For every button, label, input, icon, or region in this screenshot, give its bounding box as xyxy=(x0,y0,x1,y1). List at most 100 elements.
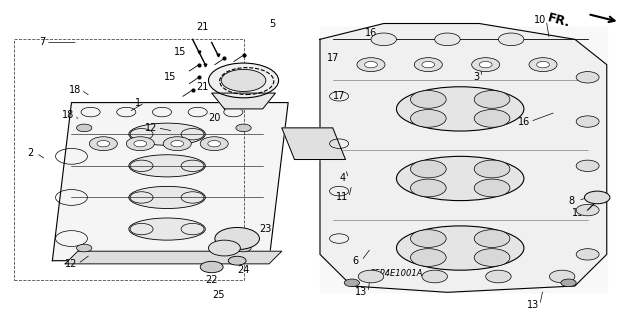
Ellipse shape xyxy=(129,218,205,240)
Circle shape xyxy=(410,109,446,127)
Circle shape xyxy=(410,179,446,197)
Circle shape xyxy=(576,116,599,127)
Circle shape xyxy=(576,204,599,216)
Text: 25: 25 xyxy=(212,291,224,300)
Circle shape xyxy=(472,58,500,71)
Circle shape xyxy=(410,230,446,248)
Circle shape xyxy=(163,137,191,151)
Circle shape xyxy=(499,33,524,46)
Circle shape xyxy=(77,124,92,132)
Circle shape xyxy=(200,137,228,151)
Circle shape xyxy=(134,141,147,147)
Text: 13: 13 xyxy=(355,287,367,297)
Text: 7: 7 xyxy=(40,38,46,48)
Text: 6: 6 xyxy=(352,256,358,266)
Text: 23: 23 xyxy=(260,224,272,234)
Text: 12: 12 xyxy=(65,259,77,269)
Text: 2: 2 xyxy=(27,148,33,158)
Circle shape xyxy=(435,33,460,46)
Circle shape xyxy=(97,141,109,147)
Polygon shape xyxy=(65,251,282,264)
Text: 19: 19 xyxy=(572,208,584,218)
Polygon shape xyxy=(52,103,288,261)
Circle shape xyxy=(474,160,510,178)
Text: 20: 20 xyxy=(209,113,221,123)
Circle shape xyxy=(576,249,599,260)
Circle shape xyxy=(371,33,396,46)
Text: 22: 22 xyxy=(205,275,218,285)
Polygon shape xyxy=(320,27,607,292)
Circle shape xyxy=(529,58,557,71)
Circle shape xyxy=(410,249,446,266)
Text: 17: 17 xyxy=(333,91,346,101)
Text: 15: 15 xyxy=(173,47,186,57)
Circle shape xyxy=(584,191,610,204)
Circle shape xyxy=(228,256,246,265)
Text: 5: 5 xyxy=(269,19,275,28)
Text: 8: 8 xyxy=(569,196,575,206)
Text: 18: 18 xyxy=(68,85,81,95)
Text: 21: 21 xyxy=(196,22,208,32)
Circle shape xyxy=(358,270,384,283)
Circle shape xyxy=(77,244,92,252)
Circle shape xyxy=(365,62,378,68)
Circle shape xyxy=(537,62,549,68)
Text: 13: 13 xyxy=(527,300,540,310)
Text: 17: 17 xyxy=(326,53,339,63)
Text: 10: 10 xyxy=(534,15,546,26)
Circle shape xyxy=(414,58,442,71)
Ellipse shape xyxy=(396,226,524,270)
Circle shape xyxy=(474,109,510,127)
Polygon shape xyxy=(320,24,607,292)
Text: 16: 16 xyxy=(518,116,530,127)
Text: 12: 12 xyxy=(145,123,157,133)
Circle shape xyxy=(474,179,510,197)
Text: 4: 4 xyxy=(339,174,346,183)
Text: 11: 11 xyxy=(336,192,348,203)
Text: 1: 1 xyxy=(135,98,141,108)
Polygon shape xyxy=(212,93,275,109)
Circle shape xyxy=(410,160,446,178)
Text: 18: 18 xyxy=(62,110,74,120)
Circle shape xyxy=(171,141,184,147)
Text: 3: 3 xyxy=(473,72,479,82)
Circle shape xyxy=(357,58,385,71)
Circle shape xyxy=(200,261,223,273)
Text: 16: 16 xyxy=(365,28,377,38)
Text: FR.: FR. xyxy=(546,11,572,30)
Text: 24: 24 xyxy=(237,265,250,275)
Ellipse shape xyxy=(396,87,524,131)
Text: SEP4E1001A: SEP4E1001A xyxy=(370,269,423,278)
Ellipse shape xyxy=(129,155,205,177)
Ellipse shape xyxy=(396,156,524,201)
Circle shape xyxy=(236,244,251,252)
Circle shape xyxy=(208,141,221,147)
Circle shape xyxy=(576,160,599,172)
Circle shape xyxy=(549,270,575,283)
Text: 14: 14 xyxy=(244,66,256,76)
Ellipse shape xyxy=(129,123,205,145)
Circle shape xyxy=(215,227,259,250)
Circle shape xyxy=(209,63,278,98)
Circle shape xyxy=(422,270,447,283)
Circle shape xyxy=(209,240,241,256)
Circle shape xyxy=(474,91,510,108)
Circle shape xyxy=(221,69,266,92)
Polygon shape xyxy=(282,128,346,160)
Circle shape xyxy=(126,137,154,151)
Circle shape xyxy=(561,279,576,286)
Text: 9: 9 xyxy=(310,142,317,152)
Circle shape xyxy=(410,91,446,108)
Circle shape xyxy=(474,249,510,266)
Ellipse shape xyxy=(129,186,205,209)
Text: 21: 21 xyxy=(196,82,208,92)
Circle shape xyxy=(474,230,510,248)
Circle shape xyxy=(344,279,360,286)
Circle shape xyxy=(576,71,599,83)
Circle shape xyxy=(422,62,435,68)
Circle shape xyxy=(90,137,117,151)
Circle shape xyxy=(479,62,492,68)
Circle shape xyxy=(486,270,511,283)
Circle shape xyxy=(236,124,251,132)
Text: 15: 15 xyxy=(164,72,177,82)
